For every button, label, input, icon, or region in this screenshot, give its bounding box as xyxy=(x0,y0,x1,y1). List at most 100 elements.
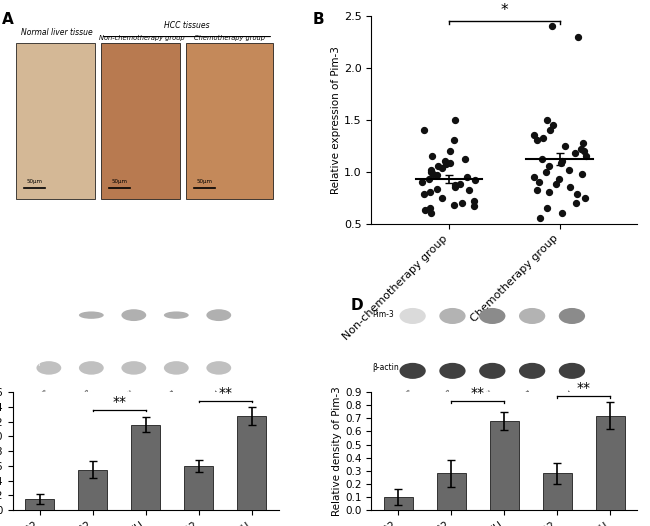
Text: HCC tissues: HCC tissues xyxy=(164,22,210,31)
Text: HL-7702: HL-7702 xyxy=(25,389,49,408)
Bar xyxy=(78,470,107,510)
Point xyxy=(417,178,428,186)
Point xyxy=(449,183,460,191)
Point xyxy=(532,136,542,145)
Ellipse shape xyxy=(519,308,545,324)
Text: D: D xyxy=(350,298,363,313)
Point xyxy=(449,200,460,209)
Text: A: A xyxy=(3,12,14,27)
Text: Bel7402/5-FU: Bel7402/5-FU xyxy=(534,389,572,417)
Bar xyxy=(237,416,266,510)
Ellipse shape xyxy=(206,309,231,321)
Bar xyxy=(384,497,413,510)
Text: 50μm: 50μm xyxy=(196,179,212,184)
Ellipse shape xyxy=(206,361,231,375)
Text: Bel7402: Bel7402 xyxy=(508,389,532,408)
Text: Pim-3: Pim-3 xyxy=(14,309,35,318)
Point xyxy=(541,115,552,124)
Point xyxy=(436,164,447,173)
Text: B: B xyxy=(313,12,325,27)
Point xyxy=(577,169,588,178)
Bar xyxy=(25,499,54,510)
Point xyxy=(450,115,460,124)
Point xyxy=(578,138,588,147)
Point xyxy=(543,188,554,197)
Text: **: ** xyxy=(577,381,591,395)
Point xyxy=(470,176,480,184)
Point xyxy=(576,145,586,153)
Bar xyxy=(131,424,161,510)
Point xyxy=(427,152,437,160)
Point xyxy=(460,155,470,164)
Point xyxy=(424,188,435,197)
Point xyxy=(529,131,539,139)
Point xyxy=(551,180,562,188)
Text: HepG2/5-FU: HepG2/5-FU xyxy=(458,389,492,415)
Point xyxy=(565,183,575,191)
Ellipse shape xyxy=(479,363,506,379)
Bar xyxy=(184,466,213,510)
Point xyxy=(573,32,583,41)
Point xyxy=(569,149,580,157)
Point xyxy=(445,147,455,155)
Ellipse shape xyxy=(400,308,426,324)
Ellipse shape xyxy=(79,311,104,319)
Point xyxy=(420,206,430,214)
Point xyxy=(419,190,430,199)
Text: HL-7702: HL-7702 xyxy=(388,389,413,408)
Point xyxy=(432,185,443,194)
Point xyxy=(544,162,554,170)
Point xyxy=(556,159,566,167)
Point xyxy=(433,162,443,170)
Point xyxy=(571,198,582,207)
Point xyxy=(534,178,544,186)
Point xyxy=(426,165,437,174)
Point xyxy=(445,159,456,167)
Ellipse shape xyxy=(479,308,506,324)
Point xyxy=(469,197,479,205)
Point xyxy=(547,22,557,31)
Point xyxy=(469,201,479,210)
Ellipse shape xyxy=(122,361,146,375)
Ellipse shape xyxy=(79,361,104,375)
Ellipse shape xyxy=(400,363,426,379)
Point xyxy=(532,186,543,195)
Y-axis label: Relative expression of Pim-3: Relative expression of Pim-3 xyxy=(332,46,341,194)
Text: 50μm: 50μm xyxy=(111,179,127,184)
Text: Non-chemotherapy group: Non-chemotherapy group xyxy=(99,35,185,41)
Point xyxy=(455,180,465,188)
Point xyxy=(538,134,548,143)
Point xyxy=(449,136,460,145)
Point xyxy=(537,155,547,164)
Point xyxy=(440,157,450,165)
Point xyxy=(578,147,589,155)
Point xyxy=(428,169,438,178)
Ellipse shape xyxy=(122,309,146,321)
Bar xyxy=(543,473,572,510)
Point xyxy=(456,198,467,207)
Point xyxy=(426,209,436,217)
Bar xyxy=(596,416,625,510)
Point xyxy=(554,175,564,183)
Text: *: * xyxy=(500,3,508,18)
Point xyxy=(432,170,443,179)
Text: HepG2: HepG2 xyxy=(432,389,452,406)
Ellipse shape xyxy=(164,311,188,319)
Bar xyxy=(489,421,519,510)
Text: 50μm: 50μm xyxy=(26,179,42,184)
Point xyxy=(528,173,539,181)
Point xyxy=(462,173,473,181)
Bar xyxy=(437,473,466,510)
Ellipse shape xyxy=(36,361,61,375)
Point xyxy=(419,126,429,134)
Point xyxy=(557,157,567,165)
Text: Normal liver tissue: Normal liver tissue xyxy=(21,27,93,36)
Point xyxy=(542,204,552,212)
Point xyxy=(441,160,452,168)
Ellipse shape xyxy=(439,363,465,379)
Text: HepG2/5-FU: HepG2/5-FU xyxy=(100,389,134,415)
Point xyxy=(556,209,567,217)
Text: Chemotherapy group: Chemotherapy group xyxy=(194,35,265,41)
Text: **: ** xyxy=(112,395,126,409)
Ellipse shape xyxy=(559,363,585,379)
